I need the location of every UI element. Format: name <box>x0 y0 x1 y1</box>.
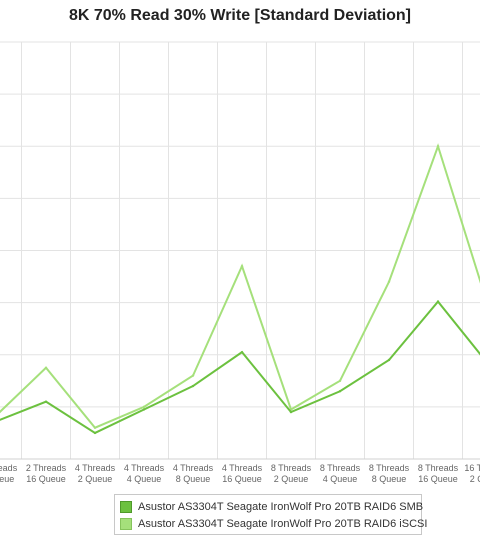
x-tick-label-line: 4 Threads <box>75 463 116 473</box>
data-point-0-7[interactable] <box>338 390 342 393</box>
data-point-1-4[interactable] <box>191 374 195 377</box>
x-tick-label-line: 16 Threads <box>464 463 480 473</box>
x-tick-label: 8 Threads 16 Queue <box>418 463 459 484</box>
data-point-1-3[interactable] <box>142 405 146 409</box>
x-tick-label: 2 Threads 16 Queue <box>26 463 67 484</box>
series-line-0[interactable] <box>0 300 480 435</box>
data-point-0-9[interactable] <box>436 300 440 303</box>
data-point-1-5[interactable] <box>240 264 244 268</box>
x-tick-label-line: 8 Threads <box>418 463 459 473</box>
x-tick-label: 8 Threads 8 Queue <box>369 463 410 484</box>
legend-label-iscsi: Asustor AS3304T Seagate IronWolf Pro 20T… <box>138 518 428 530</box>
x-tick-label: 4 Threads 4 Queue <box>124 463 165 484</box>
x-tick-label-line: 4 Threads <box>222 463 263 473</box>
data-point-0-8[interactable] <box>387 358 391 362</box>
data-point-0-2[interactable] <box>93 431 97 435</box>
data-point-1-1[interactable] <box>44 366 48 369</box>
data-point-0-3[interactable] <box>142 408 146 411</box>
x-tick-label: 4 Threads 2 Queue <box>75 463 116 484</box>
x-tick-label: 4 Threads 8 Queue <box>173 463 214 484</box>
x-tick-label: 4 Threads 16 Queue <box>222 463 263 484</box>
chart-title: 8K 70% Read 30% Write [Standard Deviatio… <box>68 7 412 24</box>
x-tick-label-line: 4 Threads <box>124 463 165 473</box>
x-tick-label: 8 Threads 2 Queue <box>271 463 312 484</box>
x-tick-label-line: 4 Queue <box>127 474 162 484</box>
series-line-1[interactable] <box>0 143 480 429</box>
x-tick-label-line: 2 Queue <box>78 474 113 484</box>
x-tick-label-line: 8 Queue <box>372 474 407 484</box>
data-point-1-7[interactable] <box>338 379 342 383</box>
series-lines <box>0 143 480 435</box>
legend: Asustor AS3304T Seagate IronWolf Pro 20T… <box>114 494 427 535</box>
data-point-0-1[interactable] <box>44 400 48 403</box>
x-tick-label-line: 8 Threads <box>271 463 312 473</box>
data-point-0-6[interactable] <box>289 410 293 414</box>
legend-item-iscsi[interactable]: Asustor AS3304T Seagate IronWolf Pro 20T… <box>120 517 427 531</box>
x-tick-label-line: 16 Queue <box>222 474 262 484</box>
legend-swatch-iscsi <box>120 518 132 530</box>
x-tick-label-line: 4 Queue <box>0 474 14 484</box>
x-tick-label-line: 8 Threads <box>320 463 361 473</box>
legend-label-smb: Asustor AS3304T Seagate IronWolf Pro 20T… <box>138 501 424 513</box>
x-tick-label-line: 16 Queue <box>26 474 66 484</box>
grid <box>0 41 480 460</box>
legend-swatch-smb <box>120 501 132 513</box>
data-point-0-5[interactable] <box>240 350 244 354</box>
x-tick-label-line: 4 Queue <box>323 474 358 484</box>
x-tick-label-line: 2 Threads <box>26 463 67 473</box>
x-tick-label-line: 4 Threads <box>173 463 214 473</box>
x-tick-label-line: 2 Threads <box>0 463 18 473</box>
x-tick-label-line: 2 Queue <box>274 474 309 484</box>
data-point-1-9[interactable] <box>436 145 440 148</box>
x-tick-label: 8 Threads 4 Queue <box>320 463 361 484</box>
data-point-1-2[interactable] <box>93 426 97 429</box>
x-tick-label-line: 8 Queue <box>176 474 211 484</box>
data-point-0-4[interactable] <box>191 384 195 388</box>
x-tick-label-line: 8 Threads <box>369 463 410 473</box>
legend-item-smb[interactable]: Asustor AS3304T Seagate IronWolf Pro 20T… <box>120 500 423 514</box>
x-tick-label-line: 16 Queue <box>418 474 458 484</box>
x-tick-label-line: 2 Queue <box>470 474 480 484</box>
data-point-1-8[interactable] <box>387 280 391 283</box>
